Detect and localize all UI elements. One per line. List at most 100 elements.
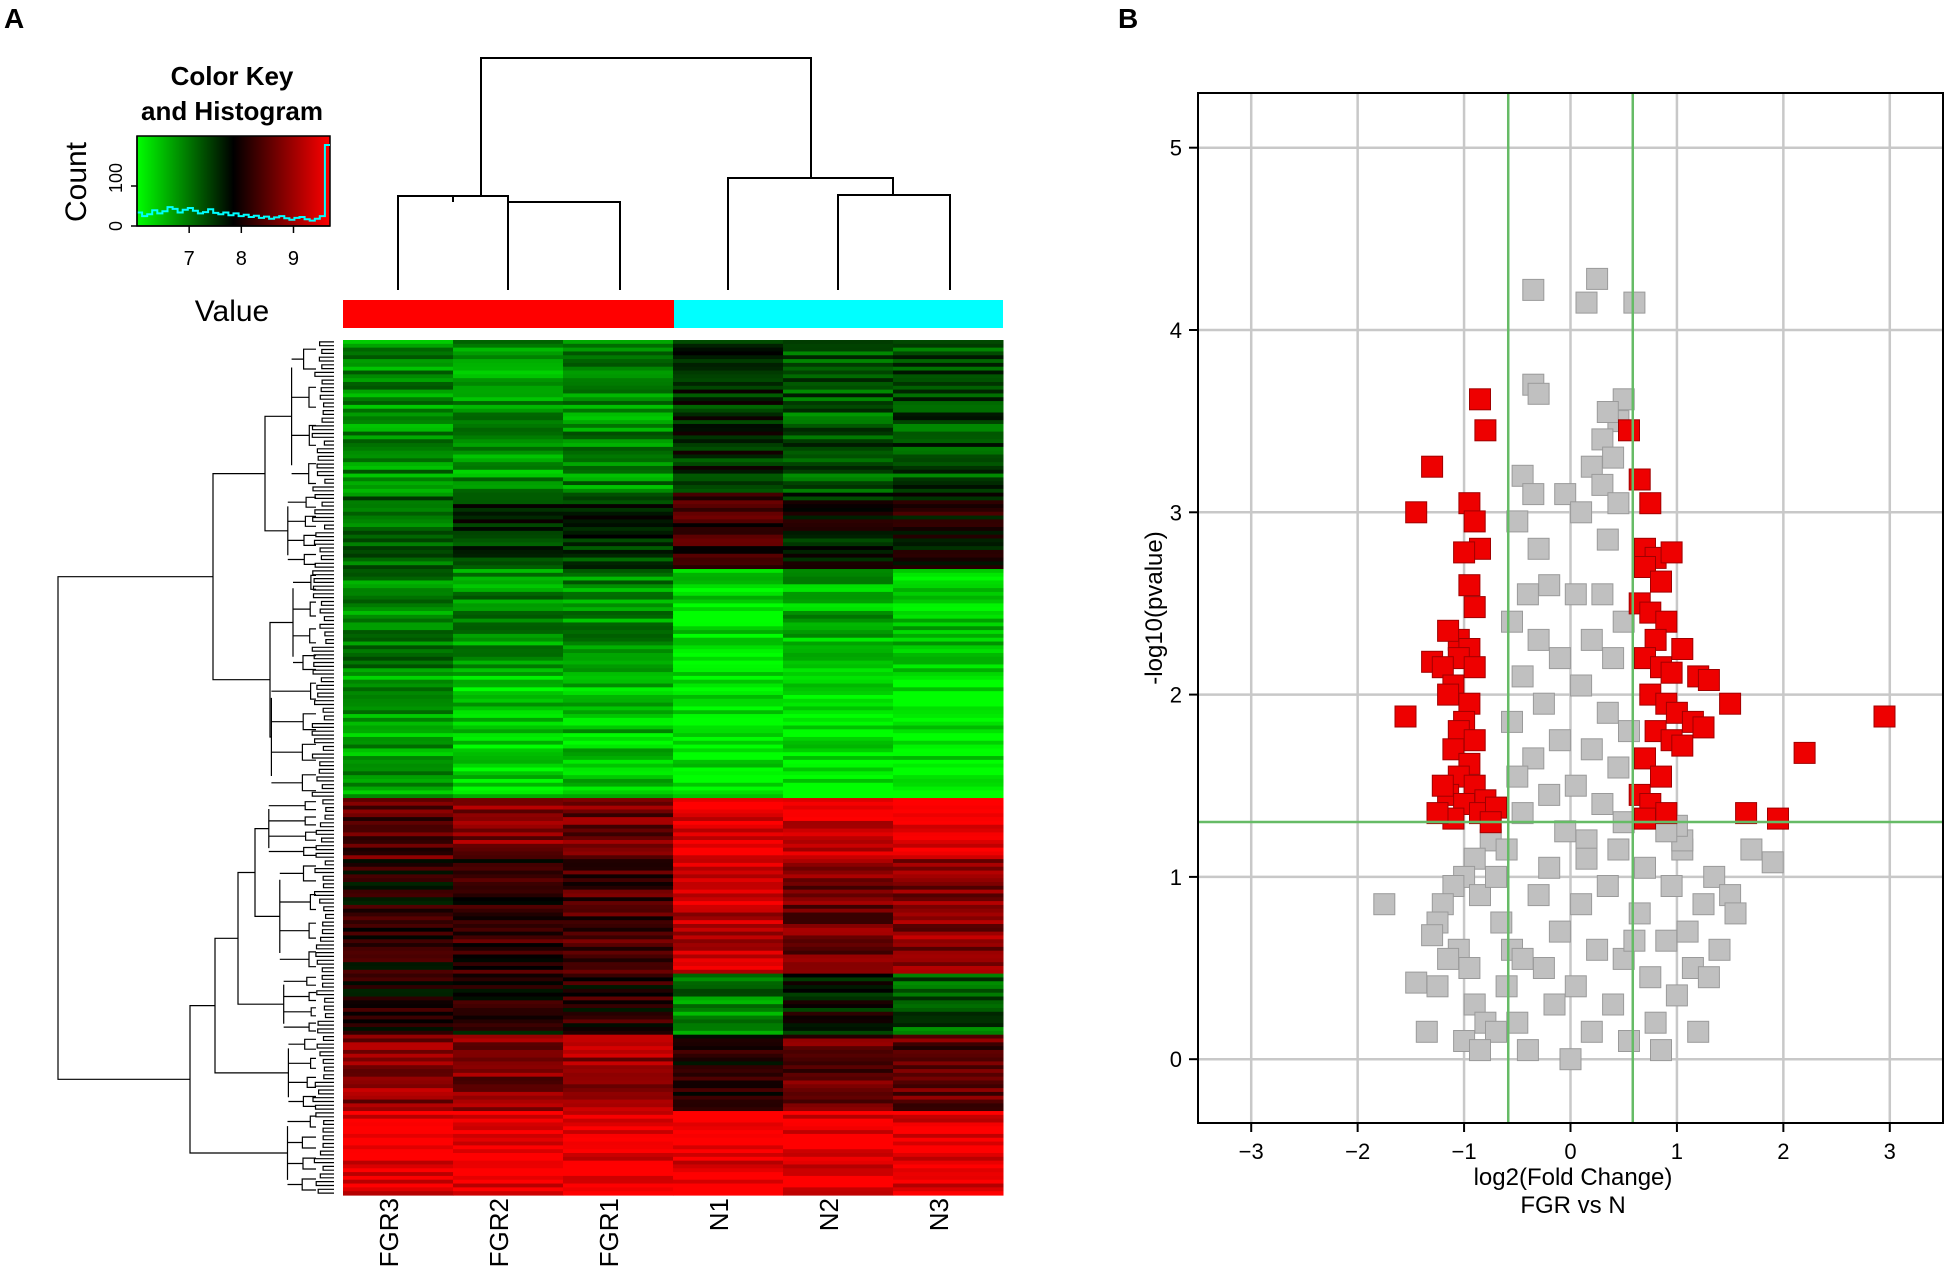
heatmap-cell-fgr1 <box>563 519 674 524</box>
heatmap-cell-n1 <box>673 679 784 685</box>
volcano-point-not-significant <box>1516 583 1539 606</box>
volcano-point-significant <box>1639 492 1662 515</box>
heatmap-cell-fgr2 <box>453 1019 564 1024</box>
heatmap-cell-fgr3 <box>343 790 454 795</box>
heatmap-cell-fgr3 <box>343 362 454 368</box>
heatmap-cell-n1 <box>673 519 784 524</box>
heatmap-cell-fgr1 <box>563 740 674 746</box>
heatmap-cell-fgr3 <box>343 1034 454 1040</box>
heatmap-cell-n2 <box>783 988 894 994</box>
heatmap-cell-fgr1 <box>563 401 674 406</box>
heatmap-cell-fgr2 <box>453 935 564 940</box>
heatmap-cell-fgr1 <box>563 1027 674 1032</box>
heatmap-cell-n2 <box>783 633 894 639</box>
heatmap-cell-fgr3 <box>343 1107 454 1112</box>
heatmap-cell-n2 <box>783 744 894 750</box>
heatmap-cell-n2 <box>783 416 894 421</box>
heatmap-cell-fgr1 <box>563 637 674 643</box>
heatmap-cell-fgr2 <box>453 565 564 570</box>
heatmap-cell-n3 <box>893 1015 1004 1021</box>
heatmap-cell-n2 <box>783 565 894 570</box>
heatmap-cell-fgr1 <box>563 672 674 677</box>
heatmap-cell-fgr2 <box>453 813 564 818</box>
heatmap-cell-fgr2 <box>453 397 564 402</box>
heatmap-cell-n3 <box>893 500 1004 505</box>
heatmap-cell-n1 <box>673 370 784 375</box>
volcano-point-not-significant <box>1511 947 1534 970</box>
heatmap-cell-n1 <box>673 1015 784 1021</box>
heatmap-cell-n3 <box>893 431 1004 437</box>
heatmap-cell-n2 <box>783 507 894 513</box>
heatmap-cell-fgr3 <box>343 549 454 555</box>
heatmap-cell-fgr1 <box>563 1015 674 1021</box>
heatmap-cell-fgr3 <box>343 836 454 841</box>
heatmap-cell-fgr2 <box>453 870 564 875</box>
heatmap-cell-fgr3 <box>343 729 454 734</box>
heatmap-cell-fgr1 <box>563 633 674 639</box>
volcano-point-not-significant <box>1543 993 1566 1016</box>
volcano-xtick-label: −2 <box>1345 1139 1370 1164</box>
heatmap-cell-fgr2 <box>453 626 564 631</box>
heatmap-cell-fgr1 <box>563 820 674 826</box>
heatmap-cell-n3 <box>893 939 1004 944</box>
heatmap-cell-n1 <box>673 1145 784 1150</box>
volcano-point-significant <box>1719 692 1742 715</box>
heatmap-cell-fgr3 <box>343 595 454 601</box>
heatmap-cell-n2 <box>783 813 894 818</box>
heatmap-cell-n3 <box>893 786 1004 791</box>
heatmap-cell-fgr2 <box>453 744 564 750</box>
volcano-point-significant <box>1655 802 1678 825</box>
heatmap-cell-n3 <box>893 603 1004 608</box>
heatmap-cell-n3 <box>893 1023 1004 1028</box>
heatmap-cell-fgr2 <box>453 977 564 982</box>
heatmap-cell-fgr3 <box>343 385 454 391</box>
heatmap-cell-fgr1 <box>563 1080 674 1085</box>
heatmap-cell-fgr3 <box>343 649 454 654</box>
heatmap-cell-n3 <box>893 645 1004 650</box>
heatmap-cell-n2 <box>783 1088 894 1093</box>
heatmap-cell-n3 <box>893 427 1004 433</box>
heatmap-cell-fgr2 <box>453 1141 564 1146</box>
volcano-point-not-significant <box>1607 838 1630 861</box>
heatmap-cell-fgr2 <box>453 473 564 479</box>
heatmap-cell-fgr1 <box>563 366 674 372</box>
heatmap-cell-fgr2 <box>453 1046 564 1051</box>
heatmap-cell-fgr1 <box>563 507 674 513</box>
volcano-point-not-significant <box>1511 802 1534 825</box>
volcano-point-not-significant <box>1506 1011 1529 1034</box>
heatmap-cell-fgr3 <box>343 504 454 509</box>
heatmap-cell-fgr1 <box>563 748 674 753</box>
heatmap-cell-n1 <box>673 859 784 864</box>
color-key-xtick-9: 9 <box>288 248 299 270</box>
heatmap-cell-n1 <box>673 889 784 895</box>
heatmap-cell-fgr2 <box>453 927 564 933</box>
heatmap-cell-n3 <box>893 492 1004 498</box>
volcano-point-not-significant <box>1373 893 1396 916</box>
heatmap-cell-n1 <box>673 920 784 925</box>
heatmap-cell-fgr2 <box>453 725 564 730</box>
heatmap-cell-fgr3 <box>343 389 454 395</box>
heatmap-cell-n2 <box>783 870 894 875</box>
heatmap-cell-fgr1 <box>563 355 674 360</box>
heatmap-cell-n1 <box>673 782 784 788</box>
heatmap-cell-fgr1 <box>563 1088 674 1093</box>
heatmap-cell-n1 <box>673 607 784 612</box>
heatmap-cell-n1 <box>673 477 784 482</box>
heatmap-cell-fgr3 <box>343 1099 454 1104</box>
heatmap-cell-fgr2 <box>453 969 564 975</box>
heatmap-cell-n3 <box>893 1057 1004 1063</box>
volcano-point-not-significant <box>1485 865 1507 888</box>
heatmap-cell-fgr1 <box>563 469 674 475</box>
heatmap-cell-fgr1 <box>563 572 674 578</box>
volcano-point-not-significant <box>1522 483 1545 506</box>
heatmap-cell-n2 <box>783 748 894 753</box>
heatmap-cell-n1 <box>673 691 784 696</box>
heatmap-cell-n3 <box>893 393 1004 398</box>
heatmap-cell-n3 <box>893 840 1004 845</box>
heatmap-cell-fgr2 <box>453 427 564 433</box>
volcano-point-significant <box>1697 669 1720 691</box>
heatmap-cell-n2 <box>783 458 894 463</box>
heatmap-cell-n1 <box>673 1000 784 1005</box>
heatmap-cell-fgr1 <box>563 542 674 547</box>
heatmap-cell-fgr3 <box>343 828 454 833</box>
